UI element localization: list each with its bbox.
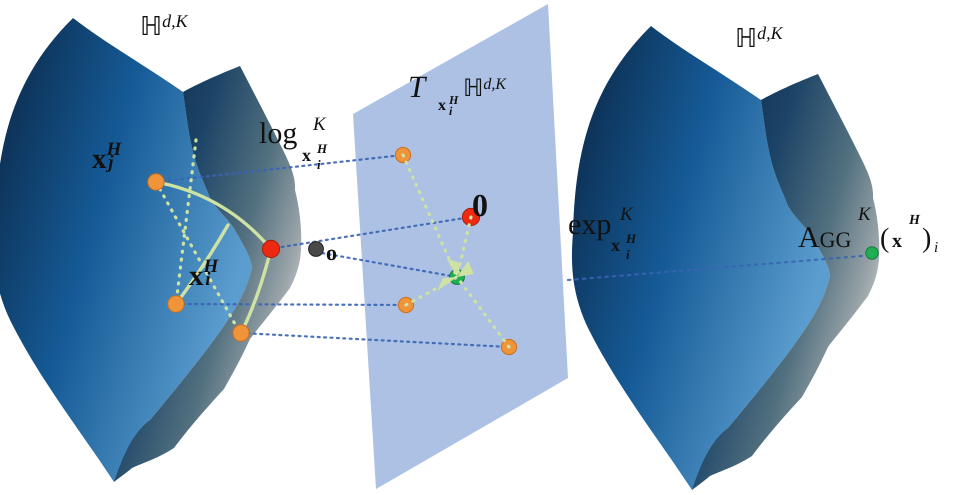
svg-text:T: T xyxy=(408,69,428,104)
svg-text:H: H xyxy=(316,141,328,156)
svg-text:log: log xyxy=(259,117,297,150)
svg-text:o: o xyxy=(326,240,337,265)
svg-text:x: x xyxy=(611,235,620,255)
svg-text:i: i xyxy=(934,240,938,256)
svg-text:x: x xyxy=(892,230,902,252)
svg-text:K: K xyxy=(619,204,634,225)
svg-text:K: K xyxy=(312,114,327,135)
svg-text:i: i xyxy=(626,247,630,262)
svg-text:exp: exp xyxy=(568,208,611,241)
svg-text:K: K xyxy=(857,204,872,225)
svg-text:x: x xyxy=(302,145,311,165)
svg-text:): ) xyxy=(922,223,931,254)
svg-text:i: i xyxy=(317,157,321,172)
svg-text:H: H xyxy=(625,231,637,246)
svg-text:x: x xyxy=(438,97,446,114)
svg-text:0: 0 xyxy=(472,187,488,223)
svg-text:H: H xyxy=(908,213,921,228)
svg-text:(: ( xyxy=(880,223,889,254)
